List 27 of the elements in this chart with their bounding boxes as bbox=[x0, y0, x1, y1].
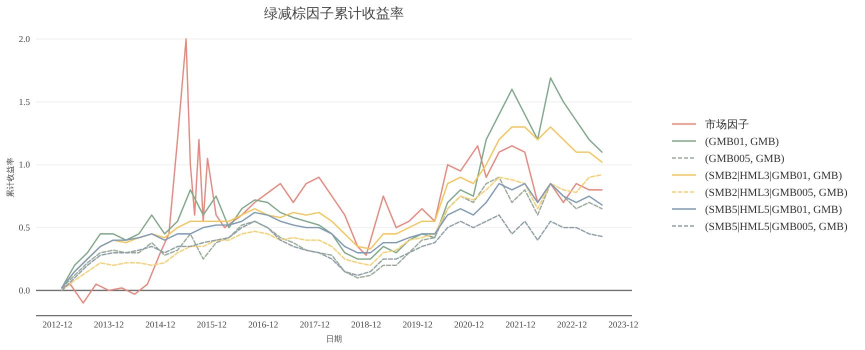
x-tick-label: 2017-12 bbox=[300, 320, 330, 330]
x-tick-label: 2015-12 bbox=[196, 320, 227, 330]
x-tick-label: 2012-12 bbox=[42, 320, 72, 330]
x-tick-label: 2023-12 bbox=[608, 320, 638, 330]
y-tick-label: 1.0 bbox=[18, 160, 30, 170]
legend-label: 市场因子 bbox=[705, 118, 749, 131]
legend-label: (GMB005, GMB) bbox=[705, 153, 785, 165]
legend-label: (SMB5|HML5|GMB01, GMB) bbox=[705, 204, 842, 216]
y-tick-label: 0.0 bbox=[18, 285, 30, 296]
legend-label: (GMB01, GMB) bbox=[705, 136, 780, 148]
legend-label: (SMB2|HML3|GMB01, GMB) bbox=[705, 170, 842, 182]
x-tick-label: 2014-12 bbox=[145, 320, 176, 330]
x-tick-label: 2019-12 bbox=[402, 320, 433, 330]
y-tick-label: 0.5 bbox=[18, 222, 30, 233]
legend-label: (SMB2|HML3|GMB005, GMB) bbox=[705, 187, 848, 199]
x-tick-label: 2020-12 bbox=[454, 320, 484, 330]
y-tick-label: 2.0 bbox=[18, 34, 30, 44]
legend-label: (SMB5|HML5|GMB005, GMB) bbox=[705, 221, 848, 233]
x-tick-label: 2021-12 bbox=[506, 320, 536, 330]
x-tick-label: 2013-12 bbox=[94, 320, 124, 330]
x-tick-label: 2016-12 bbox=[248, 320, 278, 330]
x-tick-label: 2022-12 bbox=[556, 320, 587, 330]
y-axis-title: 累计收益率 bbox=[6, 157, 15, 198]
y-tick-label: 1.5 bbox=[18, 96, 30, 107]
chart-title: 绿减棕因子累计收益率 bbox=[264, 6, 404, 22]
x-tick-label: 2018-12 bbox=[351, 320, 382, 330]
x-axis-title: 日期 bbox=[326, 334, 342, 344]
